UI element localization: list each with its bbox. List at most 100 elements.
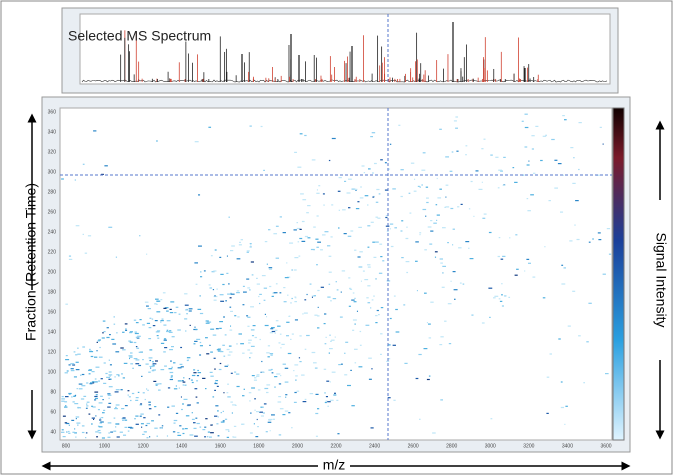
heatmap-cell — [228, 345, 232, 347]
heatmap-cell — [385, 216, 388, 219]
heatmap-cell — [271, 372, 274, 374]
heatmap-cell — [318, 185, 321, 187]
heatmap-cell — [488, 287, 493, 289]
heatmap-cell — [352, 292, 355, 294]
heatmap-cell — [545, 134, 547, 136]
heatmap-cell — [166, 330, 170, 333]
heatmap-cell — [266, 391, 269, 394]
heatmap-cell — [98, 380, 101, 382]
heatmap-cell — [246, 278, 250, 280]
heatmap-cell — [97, 409, 100, 411]
heatmap-cell — [380, 353, 382, 355]
heatmap-cell — [354, 323, 356, 325]
heatmap-cell — [426, 322, 428, 324]
heatmap-cell — [145, 363, 149, 365]
heatmap-cell — [133, 341, 137, 344]
heatmap-cell — [228, 351, 233, 353]
heatmap-cell — [330, 340, 332, 342]
heatmap-cell — [535, 125, 539, 127]
heatmap-cell — [284, 381, 289, 383]
heatmap-cell — [215, 328, 219, 330]
heatmap-cell — [169, 378, 174, 381]
heatmap-cell — [424, 249, 427, 251]
heatmap-cell — [212, 334, 217, 336]
heatmap-cell — [250, 345, 255, 347]
heatmap-cell — [148, 371, 151, 373]
heatmap-cell — [281, 343, 285, 345]
heatmap-cell — [229, 297, 232, 299]
heatmap-cell — [372, 196, 375, 198]
heatmap-cell — [85, 432, 88, 434]
heatmap-cell — [384, 189, 389, 191]
heatmap-cell — [195, 396, 198, 398]
x-tick-label: 2800 — [446, 443, 457, 449]
heatmap-cell — [83, 395, 87, 397]
heatmap-cell — [224, 365, 229, 367]
heatmap-cell — [124, 323, 128, 325]
heatmap-plot — [59, 107, 613, 441]
heatmap-cell — [135, 322, 139, 324]
x-tick-label: 2600 — [408, 443, 419, 449]
heatmap-cell — [231, 245, 235, 247]
heatmap-cell — [408, 192, 411, 194]
heatmap-cell — [86, 403, 88, 405]
heatmap-cell — [445, 206, 450, 208]
heatmap-cell — [160, 342, 165, 344]
heatmap-cell — [155, 383, 159, 385]
heatmap-cell — [358, 266, 363, 268]
heatmap-cell — [351, 188, 356, 190]
heatmap-cell — [182, 380, 184, 382]
heatmap-cell — [445, 184, 449, 186]
heatmap-cell — [219, 321, 224, 323]
heatmap-cell — [134, 331, 137, 333]
heatmap-cell — [191, 412, 193, 414]
heatmap-cell — [230, 293, 235, 295]
heatmap-cell — [400, 230, 403, 232]
heatmap-cell — [338, 227, 340, 229]
heatmap-cell — [122, 377, 126, 379]
heatmap-cell — [61, 429, 64, 431]
heatmap-cell — [279, 408, 284, 410]
heatmap-cell — [96, 341, 98, 343]
heatmap-cell — [185, 330, 187, 332]
heatmap-cell — [448, 343, 452, 345]
heatmap-cell — [240, 239, 243, 241]
heatmap-cell — [263, 299, 266, 301]
heatmap-cell — [452, 228, 455, 230]
heatmap-cell — [199, 426, 202, 428]
heatmap-cell — [209, 371, 213, 373]
heatmap-cell — [214, 415, 218, 417]
heatmap-cell — [359, 330, 362, 333]
heatmap-cell — [94, 381, 98, 383]
heatmap-cell — [522, 174, 525, 176]
heatmap-cell — [286, 262, 288, 264]
heatmap-cell — [354, 348, 358, 350]
heatmap-cell — [160, 369, 165, 371]
heatmap-cell — [251, 274, 254, 276]
heatmap-cell — [458, 247, 462, 249]
heatmap-cell — [371, 299, 374, 301]
heatmap-cell — [166, 435, 169, 437]
heatmap-cell — [393, 295, 396, 297]
heatmap-cell — [422, 208, 427, 211]
heatmap-cell — [328, 352, 331, 354]
heatmap-cell — [160, 299, 163, 301]
heatmap-cell — [91, 405, 94, 407]
heatmap-cell — [294, 319, 299, 321]
heatmap-cell — [175, 412, 179, 414]
heatmap-cell — [329, 399, 334, 401]
heatmap-cell — [498, 237, 501, 239]
heatmap-cell — [322, 234, 326, 236]
heatmap-cell — [91, 371, 95, 373]
heatmap-cell — [306, 293, 308, 296]
heatmap-cell — [317, 289, 320, 292]
heatmap-cell — [488, 231, 492, 234]
heatmap-cell — [497, 187, 500, 189]
heatmap-cell — [243, 388, 245, 390]
heatmap-cell — [425, 215, 427, 217]
heatmap-cell — [241, 423, 244, 425]
heatmap-cell — [236, 258, 241, 260]
heatmap-cell — [554, 187, 558, 189]
heatmap-cell — [215, 405, 219, 407]
